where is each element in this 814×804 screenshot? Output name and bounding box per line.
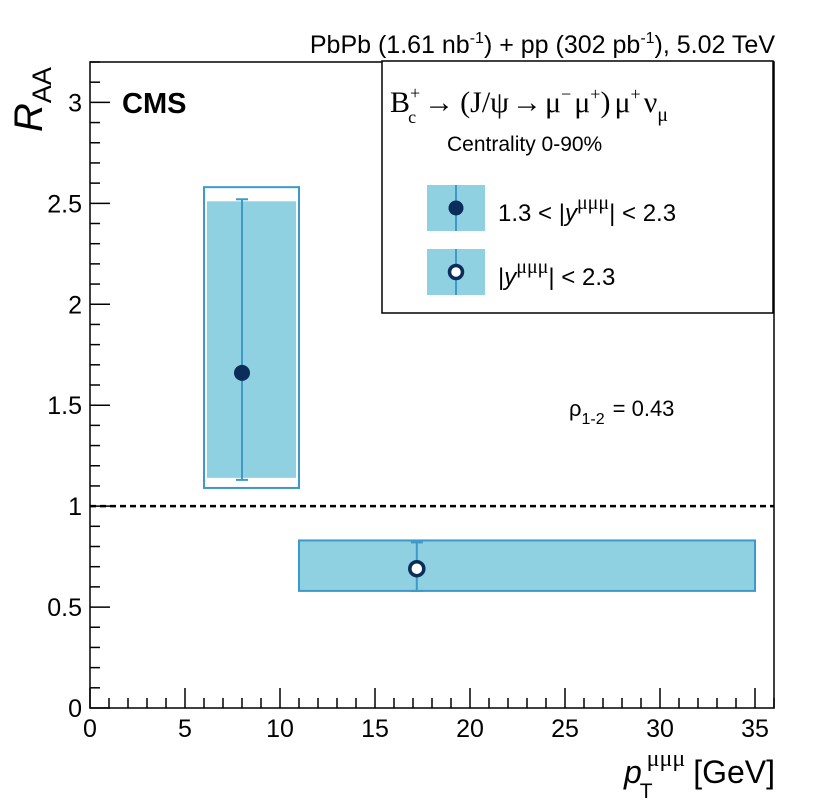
data-point-2 [408,559,426,578]
rho-annotation: ρ1-2 = 0.43 [569,396,674,428]
marker-layer [234,198,426,592]
syst-box-1 [207,201,296,478]
data-point-1 [234,364,250,381]
legend-centrality: Centrality 0-90% [447,133,602,156]
x-tick-label-35: 35 [741,715,769,743]
x-tick-label-5: 5 [178,715,192,743]
y-tick-label-2.5: 2.5 [47,190,82,218]
x-tick-label-25: 25 [551,715,579,743]
chart-title: PbPb (1.61 nb-1) + pp (302 pb-1), 5.02 T… [310,30,775,59]
legend-entry-1: 1.3 < |yμμμ| < 2.3 [427,185,676,231]
y-axis-label: RAA [7,67,57,132]
legend-marker-open [447,263,465,281]
x-tick-label-20: 20 [456,715,484,743]
tick-layer [89,61,775,709]
x-tick-label-30: 30 [646,715,674,743]
data-layer [203,186,756,592]
legend-process: B+ c → (J/ψ → μ− μ+) μ+ νμ [390,83,668,127]
y-tick-label-2: 2 [68,291,82,319]
y-tick-label-1: 1 [68,493,82,521]
x-axis-label: p Tμμμ [GeV] [623,746,775,803]
y-tick-label-1.5: 1.5 [47,392,82,420]
legend-label-2: |yμμμ| < 2.3 [498,256,615,291]
legend-marker-filled [448,200,464,216]
y-tick-label-0: 0 [68,695,82,723]
y-tick-label-0.5: 0.5 [47,594,82,622]
x-tick-label-10: 10 [266,715,294,743]
legend: B+ c → (J/ψ → μ− μ+) μ+ νμ Centrality 0-90% 1.3 … [381,60,774,314]
legend-entry-2: |yμμμ| < 2.3 [427,249,615,295]
tick-label-layer: 0 5 10 15 20 25 30 35 0 0.5 1 1.5 2 2.5 3 [47,89,769,743]
x-tick-label-0: 0 [83,715,97,743]
legend-label-1: 1.3 < |yμμμ| < 2.3 [498,192,676,227]
syst-box-2 [298,539,756,592]
cms-label: CMS [122,88,186,120]
x-tick-label-15: 15 [361,715,389,743]
y-tick-label-3: 3 [68,89,82,117]
